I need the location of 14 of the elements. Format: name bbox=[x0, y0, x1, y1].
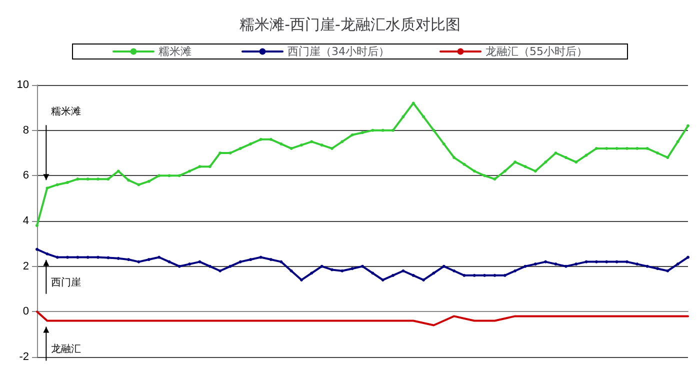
y-tick-label: -2 bbox=[19, 351, 29, 363]
y-tick-label: 0 bbox=[22, 306, 29, 318]
y-tick-label: 8 bbox=[22, 124, 29, 136]
annotation: 龙融汇 bbox=[51, 343, 82, 356]
chart-title: 糯米滩-西门崖-龙融汇水质对比图 bbox=[240, 16, 460, 34]
y-tick-label: 6 bbox=[22, 170, 29, 182]
legend-label: 西门崖（34小时后） bbox=[288, 45, 390, 58]
annotation: 西门崖 bbox=[51, 276, 82, 288]
legend-label: 糯米滩 bbox=[158, 45, 192, 58]
y-tick-label: 10 bbox=[16, 79, 29, 91]
y-tick-label: 2 bbox=[22, 260, 29, 272]
legend-label: 龙融汇（55小时后） bbox=[486, 45, 588, 58]
annotation: 糯米滩 bbox=[51, 106, 82, 118]
y-tick-label: 4 bbox=[22, 215, 29, 227]
